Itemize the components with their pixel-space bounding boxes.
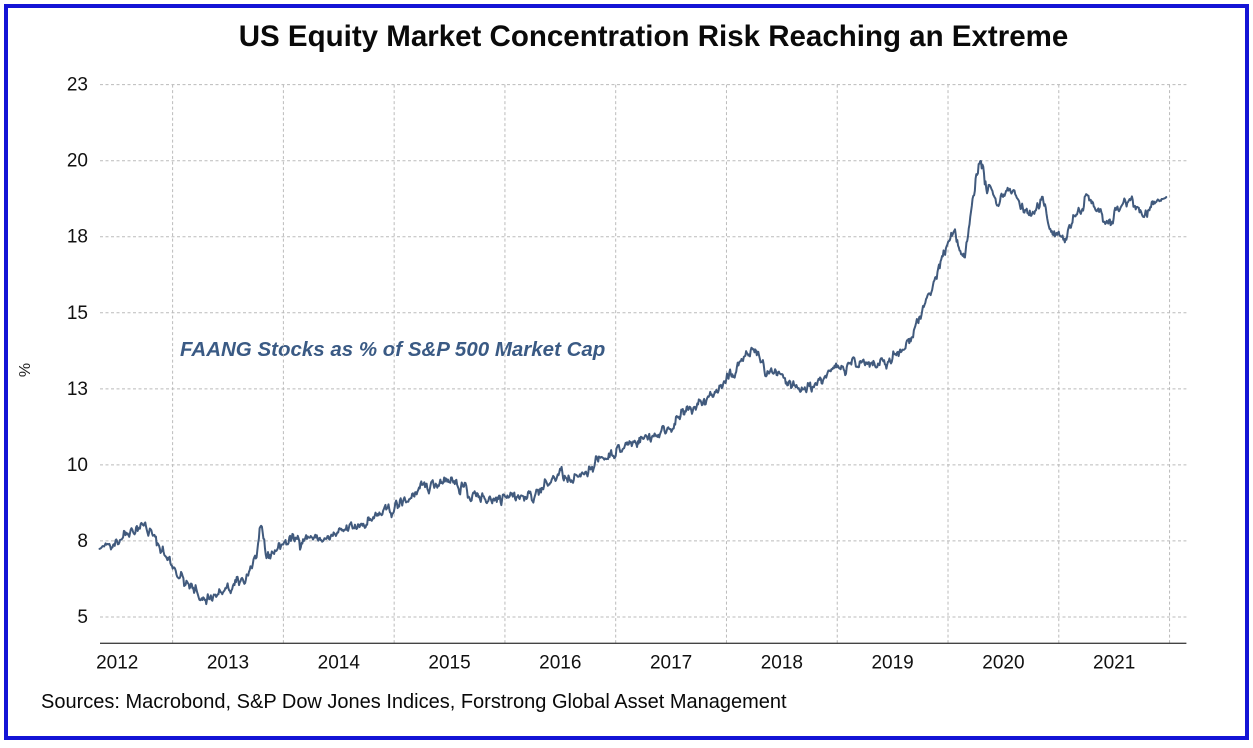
svg-text:2016: 2016: [539, 652, 581, 673]
svg-text:10: 10: [67, 455, 88, 476]
svg-text:5: 5: [77, 607, 88, 628]
svg-text:2020: 2020: [982, 652, 1024, 673]
svg-text:23: 23: [67, 75, 88, 96]
svg-text:2018: 2018: [761, 652, 803, 673]
svg-text:8: 8: [77, 531, 88, 552]
svg-text:18: 18: [67, 227, 88, 248]
svg-text:2021: 2021: [1093, 652, 1135, 673]
svg-text:2019: 2019: [871, 652, 913, 673]
svg-text:15: 15: [67, 303, 88, 324]
svg-text:20: 20: [67, 151, 88, 172]
svg-text:13: 13: [67, 379, 88, 400]
svg-text:2013: 2013: [207, 652, 249, 673]
svg-text:2014: 2014: [318, 652, 361, 673]
svg-text:2012: 2012: [96, 652, 138, 673]
svg-text:2017: 2017: [650, 652, 692, 673]
svg-text:2015: 2015: [428, 652, 470, 673]
svg-text:%: %: [17, 363, 34, 377]
